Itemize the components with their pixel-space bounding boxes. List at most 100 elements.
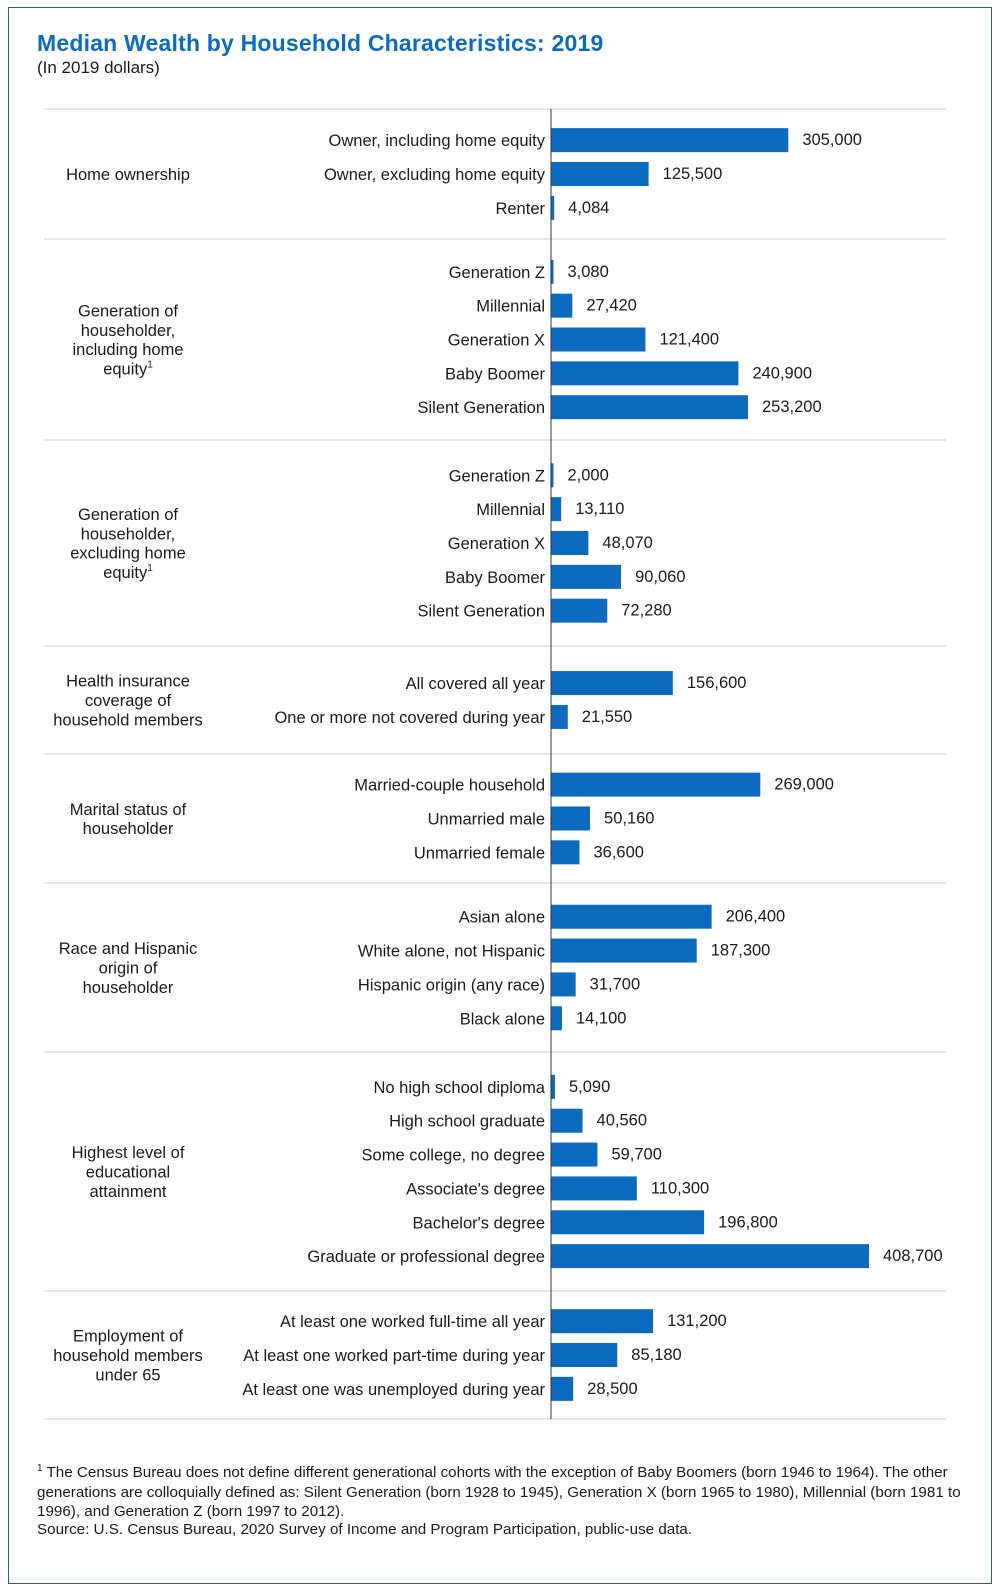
bar [551, 840, 580, 865]
group-label-line: coverage of [85, 692, 172, 710]
category-label: Millennial [476, 501, 545, 519]
group-label-line: Marital status of [70, 801, 187, 819]
group-label-line: household members [53, 711, 203, 729]
category-label: Silent Generation [418, 603, 546, 621]
group-label-line: Race and Hispanic [59, 940, 198, 958]
bar [551, 806, 591, 831]
chart-frame [8, 7, 992, 1584]
category-label: Married-couple household [354, 777, 545, 795]
category-label: Silent Generation [418, 399, 546, 417]
group-label-line: Employment of [73, 1328, 183, 1346]
category-label: At least one was unemployed during year [242, 1381, 545, 1399]
value-label: 408,700 [883, 1247, 943, 1265]
footnote-marker: 1 [37, 1463, 43, 1474]
value-label: 131,200 [667, 1312, 727, 1330]
bar [551, 361, 739, 386]
bar [551, 1376, 574, 1401]
category-label: Renter [495, 200, 545, 218]
bar [551, 1108, 583, 1133]
category-label: Generation Z [449, 264, 545, 282]
value-label: 196,800 [718, 1213, 778, 1231]
value-label: 3,080 [568, 263, 609, 281]
group-label: Marital status of householder [70, 801, 187, 838]
source-note: Source: U.S. Census Bureau, 2020 Survey … [37, 1521, 693, 1538]
category-label: Black alone [460, 1010, 545, 1028]
category-label: Unmarried male [428, 811, 545, 829]
bar [551, 704, 568, 729]
category-label: Some college, no degree [362, 1147, 545, 1165]
group-label-line: Highest level of [72, 1144, 185, 1162]
group-label-line: householder [83, 820, 174, 838]
value-label: 13,110 [575, 500, 624, 518]
group-label-line: equity [103, 564, 148, 582]
category-label: No high school diploma [373, 1079, 545, 1097]
bar [551, 671, 673, 696]
group-label-line: householder [83, 979, 174, 997]
group-label-line: Generation of [78, 506, 178, 524]
value-label: 36,600 [593, 843, 643, 861]
bar [551, 1142, 598, 1167]
value-label: 4,084 [568, 199, 609, 217]
group-label-line: origin of [99, 960, 158, 978]
value-label: 156,600 [687, 674, 747, 692]
value-label: 305,000 [802, 131, 862, 149]
value-label: 2,000 [568, 466, 609, 484]
bar [551, 162, 649, 186]
category-label: At least one worked part-time during yea… [243, 1347, 545, 1365]
chart-subtitle: (In 2019 dollars) [37, 58, 160, 77]
group-label: Highest level of educational attainment [72, 1144, 185, 1201]
bar [551, 497, 562, 522]
group-label: Home ownership [66, 166, 190, 184]
value-label: 253,200 [762, 398, 822, 416]
bar [551, 1309, 654, 1334]
group-label-line: Health insurance [66, 673, 190, 691]
value-label: 14,100 [576, 1009, 626, 1027]
category-label: Unmarried female [414, 844, 545, 862]
value-label: 90,060 [635, 568, 685, 586]
value-label: 121,400 [659, 331, 719, 349]
category-label: One or more not covered during year [274, 709, 545, 727]
bar [551, 598, 608, 623]
bar [551, 904, 712, 929]
category-label: White alone, not Hispanic [358, 943, 545, 961]
bar [551, 463, 554, 488]
group-label: Employment of household members under 65 [53, 1328, 203, 1385]
category-label: Asian alone [459, 909, 545, 927]
value-label: 187,300 [711, 942, 771, 960]
bar [551, 772, 761, 797]
value-label: 206,400 [726, 908, 786, 926]
bar [551, 1074, 555, 1099]
group-label-line: excluding home [70, 545, 186, 563]
group-label: Race and Hispanic origin of householder [59, 940, 198, 997]
category-label: Associate's degree [406, 1180, 545, 1198]
bar [551, 195, 555, 220]
category-label: Generation X [448, 332, 545, 350]
bar [551, 972, 576, 997]
value-label: 48,070 [602, 534, 652, 552]
group-label-line: Home ownership [66, 166, 190, 184]
value-label: 40,560 [597, 1112, 647, 1130]
value-label: 31,700 [590, 975, 640, 993]
group-label-line: including home [73, 341, 184, 359]
group-label-line: equity [103, 360, 148, 378]
category-label: Generation X [448, 535, 545, 553]
bar [551, 259, 554, 284]
bar [551, 327, 646, 352]
group-label: Generation of householder, including home e… [73, 303, 184, 379]
category-label: Owner, excluding home equity [324, 166, 546, 184]
bar [551, 531, 589, 555]
bar [551, 938, 697, 963]
category-label: All covered all year [406, 675, 546, 693]
category-label: Millennial [476, 298, 545, 316]
bar [551, 1343, 618, 1367]
bar [551, 128, 789, 153]
value-label: 59,700 [611, 1146, 661, 1164]
category-label: At least one worked full-time all year [280, 1313, 546, 1331]
group-label-line: householder, [81, 525, 176, 543]
group-label-line: household members [53, 1347, 203, 1365]
value-label: 27,420 [586, 297, 636, 315]
value-label: 5,090 [569, 1078, 610, 1096]
bar [551, 1210, 705, 1235]
value-label: 72,280 [621, 602, 671, 620]
